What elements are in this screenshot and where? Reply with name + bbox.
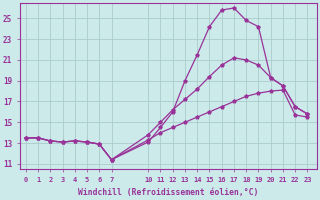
X-axis label: Windchill (Refroidissement éolien,°C): Windchill (Refroidissement éolien,°C) (78, 188, 259, 197)
